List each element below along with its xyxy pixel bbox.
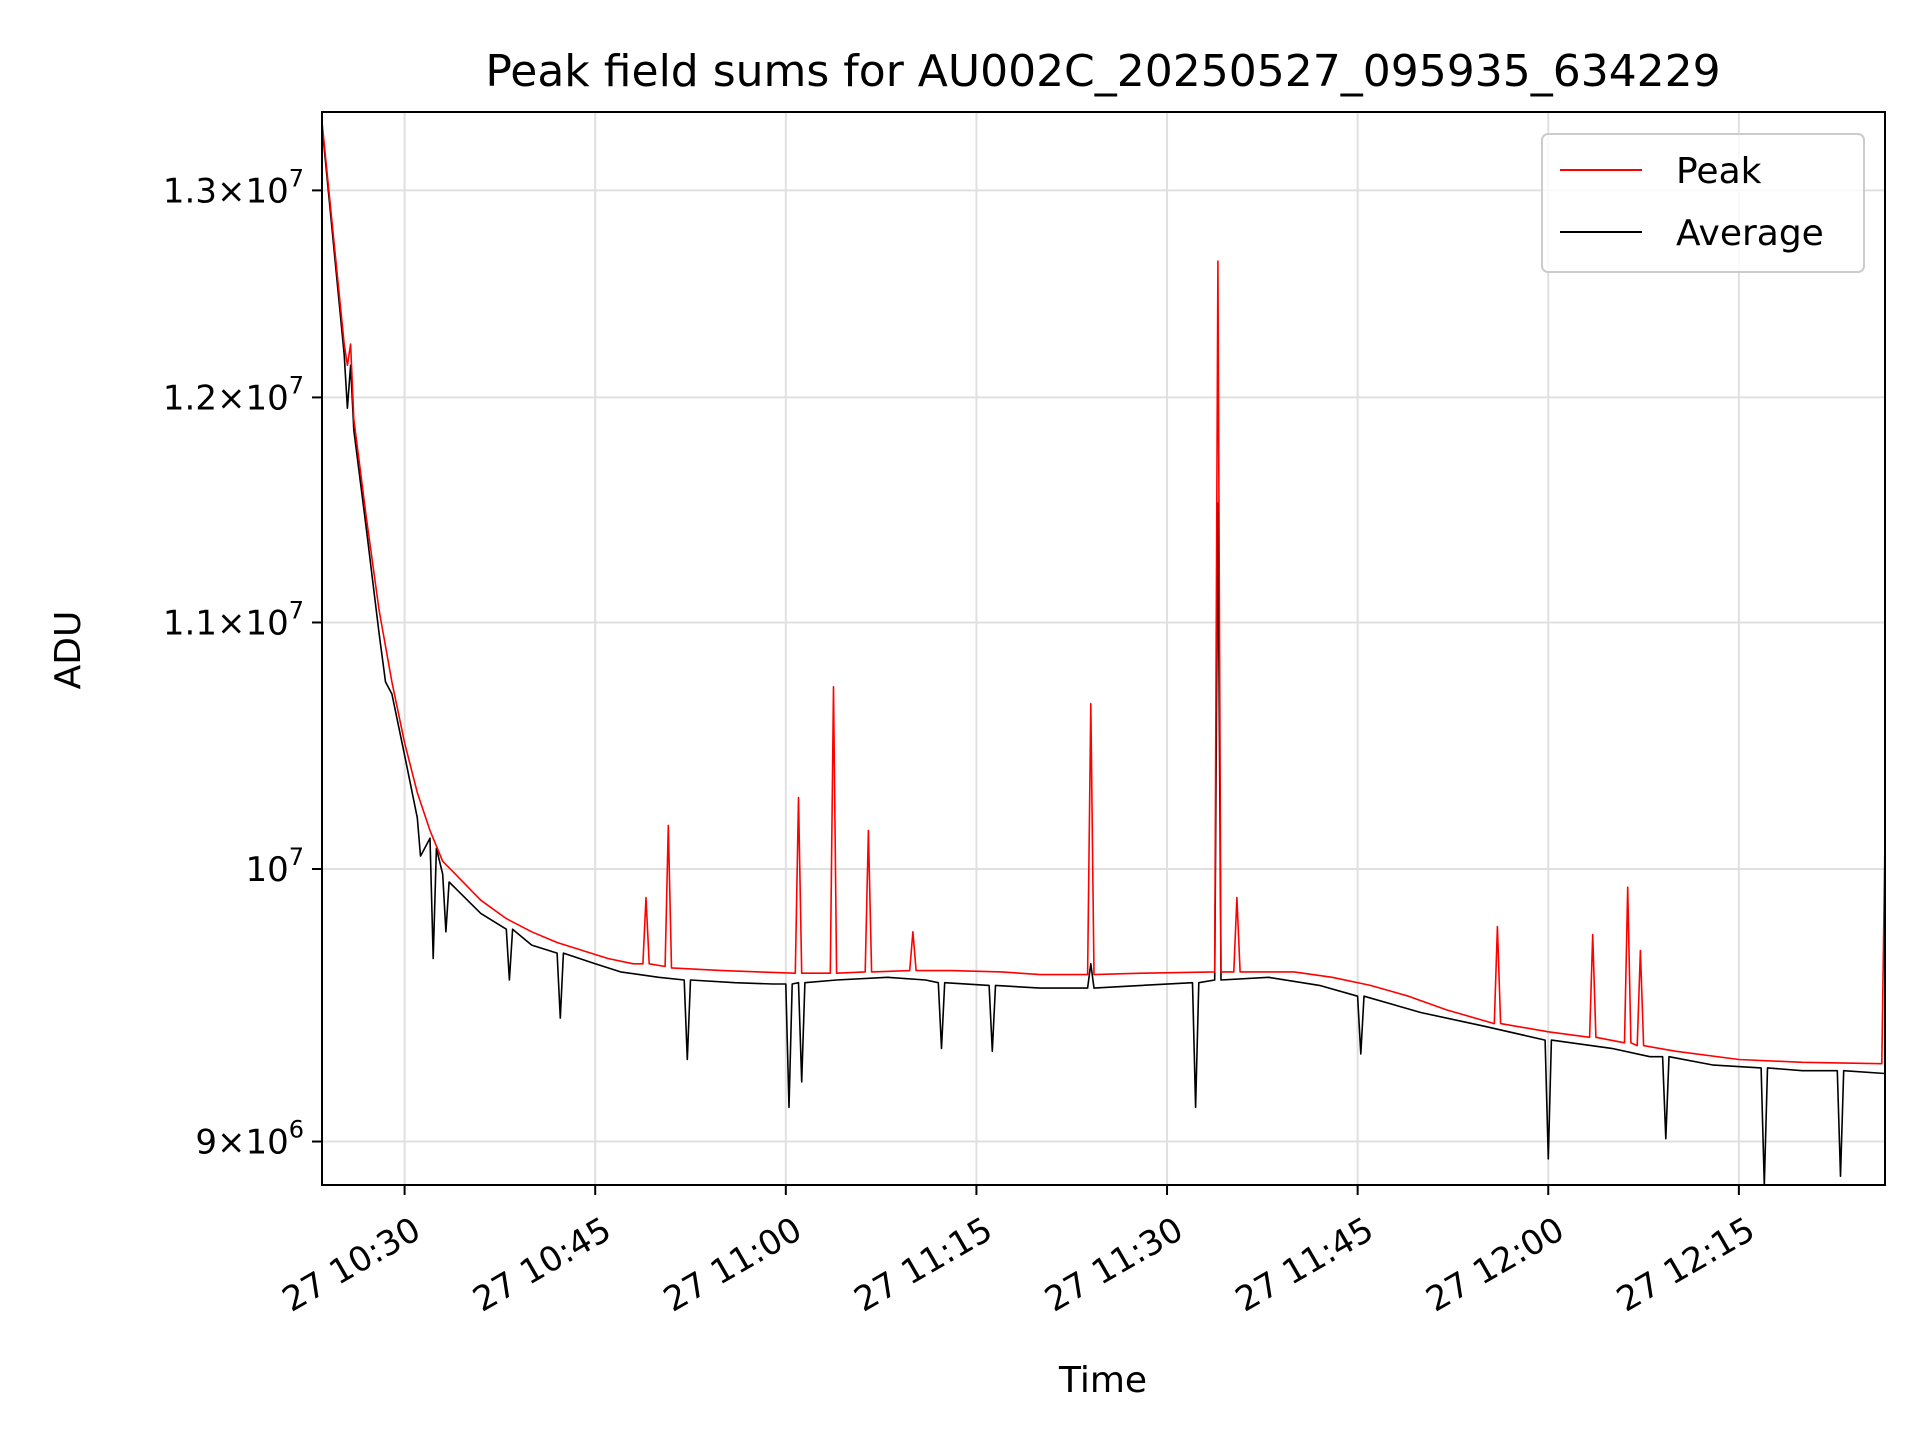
y-axis: 9×106 107 1.1×107 1.2×107 1.3×107 bbox=[163, 164, 322, 1163]
x-axis-label: Time bbox=[1058, 1360, 1147, 1401]
series-layer bbox=[322, 121, 1885, 1185]
series-line-average bbox=[322, 125, 1885, 1185]
y-tick-label: 107 bbox=[245, 843, 304, 890]
y-axis-label: ADU bbox=[48, 611, 89, 690]
chart-title: Peak field sums for AU002C_20250527_0959… bbox=[485, 46, 1720, 97]
grid-lines bbox=[322, 112, 1885, 1185]
legend-box bbox=[1541, 133, 1865, 273]
legend-label-peak: Peak bbox=[1676, 151, 1762, 192]
plot-frame bbox=[321, 111, 1886, 1186]
legend: Peak Average bbox=[1541, 133, 1865, 273]
y-tick-label: 9×106 bbox=[195, 1116, 304, 1163]
y-tick-label: 1.1×107 bbox=[163, 596, 304, 643]
y-tick-label: 1.2×107 bbox=[163, 371, 304, 418]
series-line-peak bbox=[322, 121, 1885, 1065]
y-tick-label: 1.3×107 bbox=[163, 164, 304, 211]
legend-label-average: Average bbox=[1676, 213, 1824, 254]
